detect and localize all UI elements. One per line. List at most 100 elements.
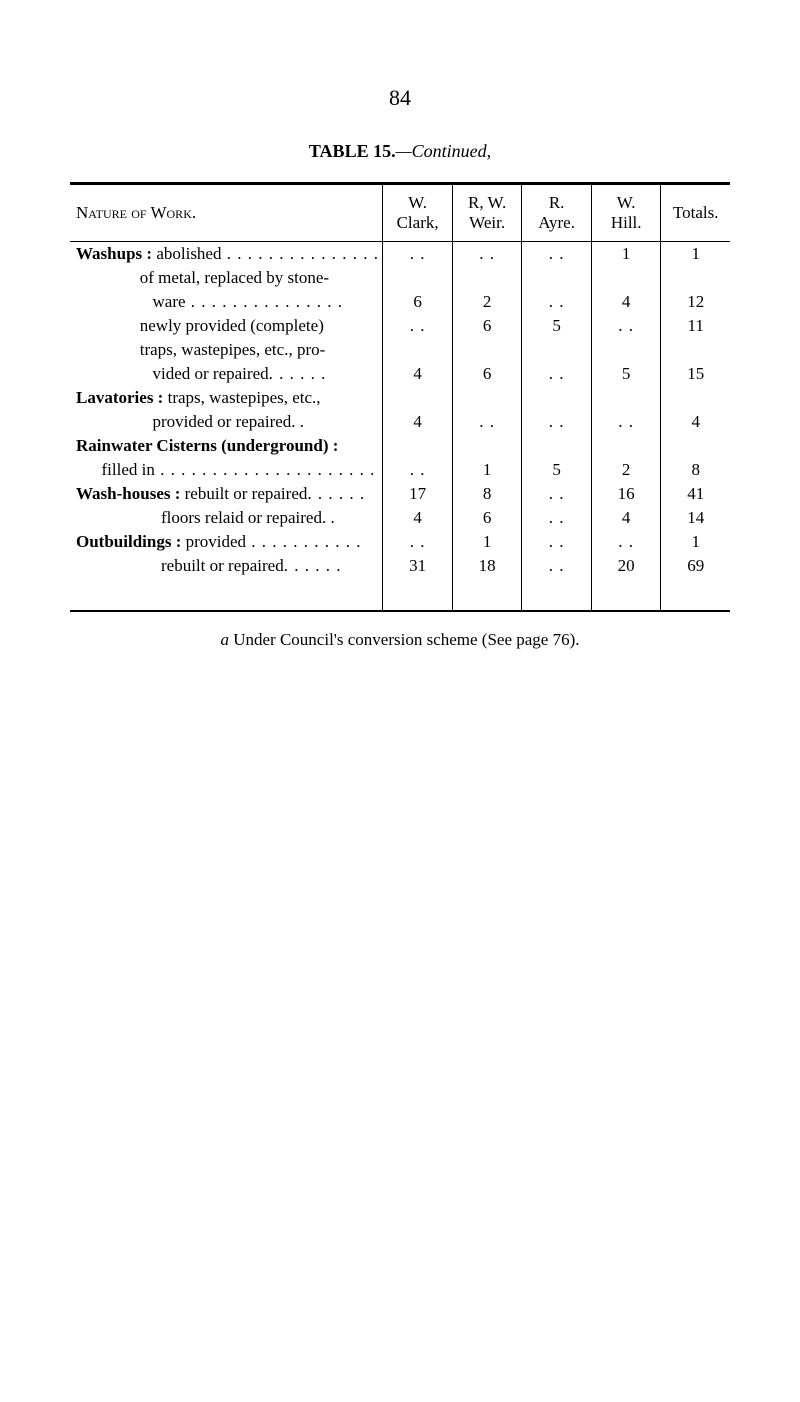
table-row: Rainwater Cisterns (underground) :: [70, 434, 730, 458]
cell-c1: 6: [383, 290, 453, 314]
cell-c2: 1: [452, 530, 522, 554]
row-label: vided or repaired. . . . . .: [70, 362, 383, 386]
cell-c5: [661, 386, 730, 410]
cell-c5: 41: [661, 482, 730, 506]
row-label: newly provided (complete): [70, 314, 383, 338]
cell-c5: 8: [661, 458, 730, 482]
cell-c1: [383, 242, 453, 267]
cell-c4: [591, 266, 661, 290]
table-row: filled in . . . . . . . . . . . . . . . …: [70, 458, 730, 482]
cell-c3: [522, 554, 592, 578]
cell-c2: [452, 242, 522, 267]
cell-c3: [522, 410, 592, 434]
cell-c1: 31: [383, 554, 453, 578]
footnote-text: Under Council's conversion scheme (See p…: [229, 630, 580, 649]
table-row: newly provided (complete) 65 11: [70, 314, 730, 338]
table-spacer: [70, 578, 730, 611]
cell-c5: 1: [661, 530, 730, 554]
spacer-cell: [383, 578, 453, 611]
page-number: 84: [0, 85, 800, 111]
cell-c3: [522, 338, 592, 362]
table-row: Washups : abolished . . . . . . . . . . …: [70, 242, 730, 267]
cell-c3: [522, 386, 592, 410]
cell-c2: 6: [452, 506, 522, 530]
row-label: floors relaid or repaired. .: [70, 506, 383, 530]
cell-c4: [591, 434, 661, 458]
cell-c1: [383, 530, 453, 554]
data-table: Nature of Work. W.Clark, R, W.Weir. R.Ay…: [70, 182, 730, 612]
table-row: ware . . . . . . . . . . . . . . .62 412: [70, 290, 730, 314]
cell-c2: 2: [452, 290, 522, 314]
cell-c2: [452, 266, 522, 290]
cell-c2: 6: [452, 314, 522, 338]
cell-c3: 5: [522, 314, 592, 338]
cell-c4: [591, 314, 661, 338]
row-label: provided or repaired. .: [70, 410, 383, 434]
cell-c1: [383, 266, 453, 290]
cell-c1: 4: [383, 410, 453, 434]
header-clark: W.Clark,: [383, 184, 453, 242]
cell-c4: [591, 338, 661, 362]
cell-c4: 1: [591, 242, 661, 267]
cell-c2: [452, 338, 522, 362]
cell-c4: 16: [591, 482, 661, 506]
cell-c4: 4: [591, 506, 661, 530]
cell-c5: [661, 266, 730, 290]
cell-c5: 14: [661, 506, 730, 530]
header-totals: Totals.: [661, 184, 730, 242]
table-row: provided or repaired. .44: [70, 410, 730, 434]
row-label: of metal, replaced by stone-: [70, 266, 383, 290]
header-ayre: R.Ayre.: [522, 184, 592, 242]
table-row: traps, wastepipes, etc., pro-: [70, 338, 730, 362]
table-row: Wash-houses : rebuilt or repaired. . . .…: [70, 482, 730, 506]
cell-c1: [383, 458, 453, 482]
row-label: Lavatories : traps, wastepipes, etc.,: [70, 386, 383, 410]
cell-c2: 8: [452, 482, 522, 506]
footnote: a Under Council's conversion scheme (See…: [0, 630, 800, 650]
cell-c1: [383, 314, 453, 338]
footnote-a: a: [220, 630, 229, 649]
cell-c3: [522, 242, 592, 267]
cell-c4: [591, 386, 661, 410]
cell-c4: [591, 530, 661, 554]
cell-c1: [383, 338, 453, 362]
table-row: Lavatories : traps, wastepipes, etc.,: [70, 386, 730, 410]
cell-c3: [522, 482, 592, 506]
spacer-cell: [452, 578, 522, 611]
cell-c2: 18: [452, 554, 522, 578]
cell-c2: [452, 386, 522, 410]
cell-c4: [591, 410, 661, 434]
cell-c3: [522, 506, 592, 530]
row-label: ware . . . . . . . . . . . . . . .: [70, 290, 383, 314]
spacer-cell: [591, 578, 661, 611]
table-title-bold: TABLE 15.: [309, 141, 396, 161]
cell-c5: 69: [661, 554, 730, 578]
row-label: Rainwater Cisterns (underground) :: [70, 434, 383, 458]
row-label: filled in . . . . . . . . . . . . . . . …: [70, 458, 383, 482]
row-label: Outbuildings : provided . . . . . . . . …: [70, 530, 383, 554]
cell-c5: [661, 338, 730, 362]
table-row: vided or repaired. . . . . .46515: [70, 362, 730, 386]
cell-c5: 1: [661, 242, 730, 267]
cell-c2: 6: [452, 362, 522, 386]
spacer-cell: [70, 578, 383, 611]
cell-c1: 17: [383, 482, 453, 506]
cell-c1: [383, 386, 453, 410]
table-row: Outbuildings : provided . . . . . . . . …: [70, 530, 730, 554]
cell-c5: 11: [661, 314, 730, 338]
cell-c5: 12: [661, 290, 730, 314]
cell-c2: [452, 410, 522, 434]
cell-c3: [522, 266, 592, 290]
cell-c4: 4: [591, 290, 661, 314]
header-hill: W.Hill.: [591, 184, 661, 242]
cell-c1: [383, 434, 453, 458]
header-nature: Nature of Work.: [70, 184, 383, 242]
cell-c5: 15: [661, 362, 730, 386]
table-row: rebuilt or repaired. . . . . .31182069: [70, 554, 730, 578]
spacer-cell: [522, 578, 592, 611]
cell-c4: 5: [591, 362, 661, 386]
row-label: Wash-houses : rebuilt or repaired. . . .…: [70, 482, 383, 506]
cell-c3: [522, 434, 592, 458]
cell-c3: [522, 530, 592, 554]
cell-c1: 4: [383, 506, 453, 530]
